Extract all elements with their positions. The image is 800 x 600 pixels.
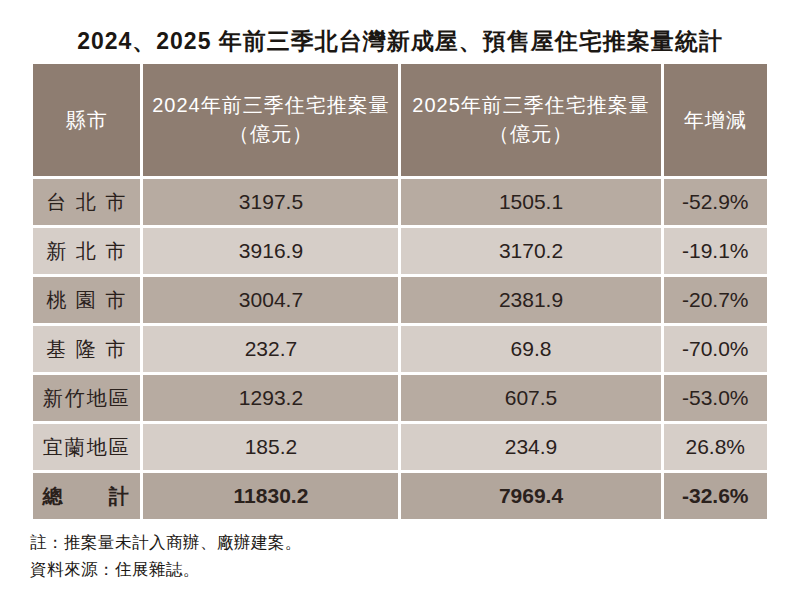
header-label: 2025年前三季住宅推案量 xyxy=(401,91,660,120)
page-title: 2024、2025 年前三季北台灣新成屋、預售屋住宅推案量統計 xyxy=(0,26,800,57)
table-row-taoyuan: 桃 園 市 3004.7 2381.9 -20.7% xyxy=(33,277,767,323)
table-row-keelung: 基 隆 市 232.7 69.8 -70.0% xyxy=(33,326,767,372)
cell-city: 新 北 市 xyxy=(33,228,140,274)
cell-city: 基 隆 市 xyxy=(33,326,140,372)
cell-yoy-value: -20.7% xyxy=(664,277,767,323)
cell-yoy-value: -52.9% xyxy=(664,179,767,225)
cell-city: 宜蘭地區 xyxy=(33,424,140,470)
cell-2024-value: 232.7 xyxy=(143,326,398,372)
cell-2024-value: 3197.5 xyxy=(143,179,398,225)
cell-2025-value: 2381.9 xyxy=(401,277,660,323)
cell-city: 台 北 市 xyxy=(33,179,140,225)
header-label: 2024年前三季住宅推案量 xyxy=(143,91,398,120)
table-row-yilan: 宜蘭地區 185.2 234.9 26.8% xyxy=(33,424,767,470)
header-cell-county: 縣市 xyxy=(33,64,140,176)
header-cell-yoy: 年增減 xyxy=(664,64,767,176)
table-row-newtaipei: 新 北 市 3916.9 3170.2 -19.1% xyxy=(33,228,767,274)
cell-2024-value: 185.2 xyxy=(143,424,398,470)
cell-2024-value: 1293.2 xyxy=(143,375,398,421)
cell-total-2025: 7969.4 xyxy=(401,473,660,519)
cell-yoy-value: 26.8% xyxy=(664,424,767,470)
cell-city: 桃 園 市 xyxy=(33,277,140,323)
cell-city: 新竹地區 xyxy=(33,375,140,421)
cell-2025-value: 69.8 xyxy=(401,326,660,372)
cell-2025-value: 3170.2 xyxy=(401,228,660,274)
footnotes: 註：推案量未計入商辦、廠辦建案。 資料來源：住展雜誌。 xyxy=(30,529,302,583)
cell-yoy-value: -19.1% xyxy=(664,228,767,274)
table-row-hsinchu: 新竹地區 1293.2 607.5 -53.0% xyxy=(33,375,767,421)
cell-2024-value: 3916.9 xyxy=(143,228,398,274)
table-row-total: 總 計 11830.2 7969.4 -32.6% xyxy=(33,473,767,519)
cell-2025-value: 1505.1 xyxy=(401,179,660,225)
cell-total-yoy: -32.6% xyxy=(664,473,767,519)
cell-total-label: 總 計 xyxy=(33,473,140,519)
header-unit: （億元） xyxy=(143,120,398,149)
cell-total-2024: 11830.2 xyxy=(143,473,398,519)
footnote-remark: 註：推案量未計入商辦、廠辦建案。 xyxy=(30,529,302,556)
header-cell-2024: 2024年前三季住宅推案量 （億元） xyxy=(143,64,398,176)
housing-stats-table: 縣市 2024年前三季住宅推案量 （億元） 2025年前三季住宅推案量 （億元）… xyxy=(30,61,770,522)
infographic-page: 2024、2025 年前三季北台灣新成屋、預售屋住宅推案量統計 縣市 2024年… xyxy=(0,0,800,600)
cell-2025-value: 234.9 xyxy=(401,424,660,470)
header-label: 年增減 xyxy=(664,106,767,135)
header-cell-2025: 2025年前三季住宅推案量 （億元） xyxy=(401,64,660,176)
header-label: 縣市 xyxy=(33,106,140,135)
table-row-taipei: 台 北 市 3197.5 1505.1 -52.9% xyxy=(33,179,767,225)
cell-2025-value: 607.5 xyxy=(401,375,660,421)
cell-yoy-value: -70.0% xyxy=(664,326,767,372)
footnote-source: 資料來源：住展雜誌。 xyxy=(30,556,302,583)
cell-yoy-value: -53.0% xyxy=(664,375,767,421)
header-unit: （億元） xyxy=(401,120,660,149)
table-header-row: 縣市 2024年前三季住宅推案量 （億元） 2025年前三季住宅推案量 （億元）… xyxy=(33,64,767,176)
cell-2024-value: 3004.7 xyxy=(143,277,398,323)
